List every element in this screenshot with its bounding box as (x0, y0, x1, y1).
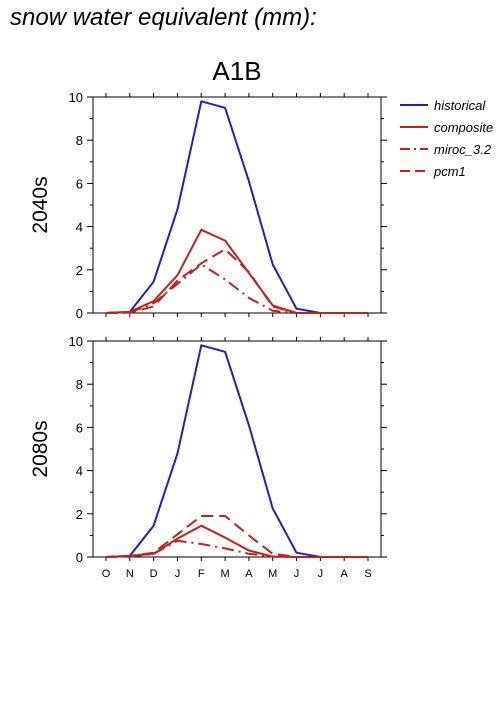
series-line-pcm1 (105, 515, 368, 558)
y-tick-label: 8 (76, 133, 83, 148)
x-tick-label: J (175, 568, 181, 580)
series-line-pcm1 (105, 248, 368, 314)
legend-label: miroc_3.2 (434, 142, 492, 157)
series-line-composite (105, 524, 368, 558)
y-tick-label: 0 (76, 550, 83, 565)
y-tick-label: 2 (76, 507, 83, 522)
x-tick-label: A (245, 568, 253, 580)
x-tick-label: J (294, 568, 300, 580)
y-tick-label: 2 (76, 263, 83, 278)
series-line-historical (105, 100, 368, 314)
panel-label: 2080s (29, 420, 52, 477)
x-tick-label: M (221, 568, 230, 580)
x-tick-label: O (102, 568, 111, 580)
x-tick-label: S (364, 568, 371, 580)
x-tick-label: N (126, 568, 134, 580)
y-tick-label: 8 (76, 377, 83, 392)
legend-label: composite (434, 120, 493, 135)
panel-2080s: 0 2 4 6 8 10 O N D J F M A M J J A S 2080s (29, 334, 387, 580)
panel-label: 2040s (29, 176, 52, 233)
legend-label: historical (434, 98, 486, 113)
x-tick-label: A (341, 568, 349, 580)
y-tick-label: 0 (76, 306, 83, 321)
x-tick-label: D (150, 568, 158, 580)
panel-2040s: 0 2 4 6 8 10 2040s (29, 90, 387, 321)
x-tick-label: F (198, 568, 205, 580)
y-tick-label: 10 (69, 90, 83, 105)
x-tick-label: M (268, 568, 277, 580)
y-tick-label: 6 (76, 420, 83, 435)
y-tick-label: 6 (76, 176, 83, 191)
plot-frame (92, 96, 382, 314)
legend: historical composite miroc_3.2 pcm1 (400, 98, 493, 179)
scenario-title: A1B (212, 56, 262, 86)
series-line-miroc-3-2 (105, 263, 368, 314)
y-tick-label: 4 (76, 220, 83, 235)
series-line-composite (105, 228, 368, 314)
figure-title: snow water equivalent (mm): (10, 4, 317, 31)
y-tick-label: 4 (76, 464, 83, 479)
y-tick-label: 10 (69, 334, 83, 349)
x-tick-label: J (318, 568, 324, 580)
legend-label: pcm1 (433, 164, 466, 179)
